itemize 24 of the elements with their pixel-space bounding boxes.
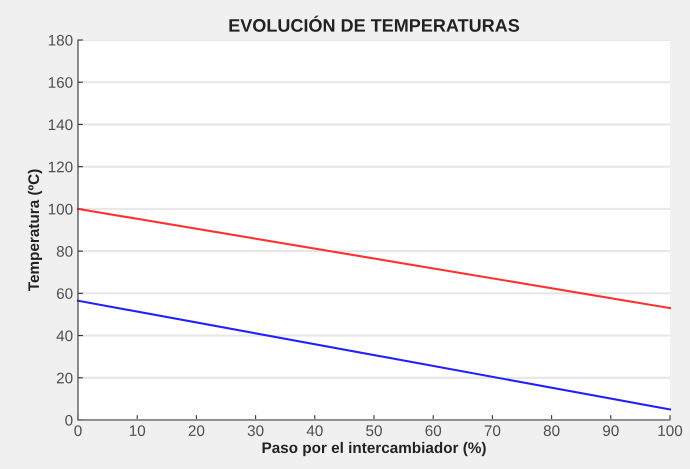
y-tick-label: 80	[56, 246, 73, 257]
y-tick-label: 40	[56, 330, 73, 342]
x-tick-label: 10	[130, 425, 146, 436]
y-tick-label: 180	[48, 34, 73, 46]
x-tick-label: 70	[484, 425, 500, 436]
y-tick-label: 100	[48, 204, 73, 215]
chart-title: EVOLUCIÓN DE TEMPERATURAS	[229, 16, 520, 32]
x-tick-label: 50	[366, 425, 382, 436]
y-tick-label: 140	[48, 119, 73, 130]
x-axis-title: Paso por el intercambiador (%)	[262, 442, 486, 456]
x-tick-label: 60	[425, 425, 442, 436]
y-tick-label: 0	[65, 414, 73, 426]
y-tick-label: 60	[56, 288, 73, 300]
y-tick-label: 120	[48, 162, 73, 172]
x-tick-label: 100	[658, 425, 682, 436]
y-tick-label: 20	[56, 372, 73, 384]
y-axis-title: Temperatura (ºC)	[28, 170, 42, 292]
x-tick-label: 0	[74, 425, 82, 436]
x-tick-label: 40	[306, 425, 323, 436]
x-tick-label: 90	[603, 425, 619, 436]
y-tick-label: 160	[48, 77, 73, 88]
x-tick-label: 80	[544, 425, 560, 436]
x-tick-label: 30	[248, 425, 264, 436]
x-tick-label: 20	[188, 425, 204, 436]
